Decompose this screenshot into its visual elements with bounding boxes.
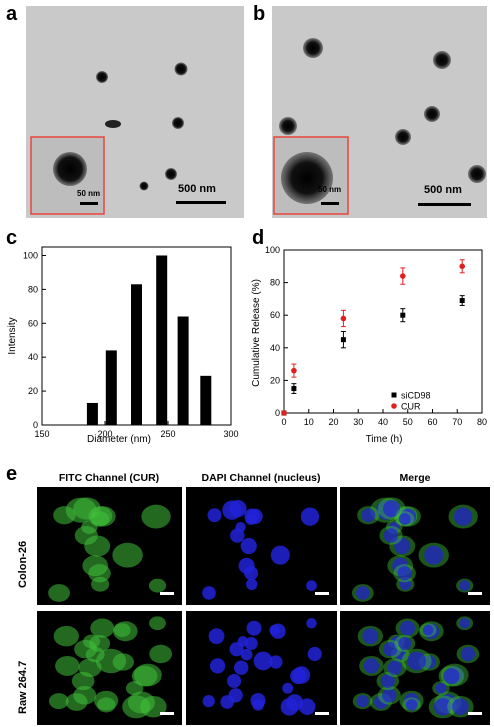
x-tick-label: 300 <box>223 429 238 439</box>
nanoparticle <box>433 51 451 69</box>
bar <box>200 375 212 425</box>
tem-image-b: 50 nm 500 nm <box>272 6 487 218</box>
y-tick-label: 60 <box>28 318 38 328</box>
x-tick-label: 80 <box>477 417 487 427</box>
tem-image-a: 50 nm 500 nm <box>26 6 244 218</box>
scale-bar <box>468 592 482 595</box>
x-tick-label: 200 <box>97 429 112 439</box>
scale-label-a: 500 nm <box>178 183 216 195</box>
y-tick-label: 40 <box>28 352 38 362</box>
point-cur <box>459 263 465 270</box>
scale-bar <box>468 712 482 715</box>
x-tick-label: 20 <box>328 417 338 427</box>
fluorescence-image-fitc-row1 <box>37 487 182 605</box>
scale-bar <box>160 592 174 595</box>
main-scale-bar-a <box>176 201 226 204</box>
inset-nanoparticle <box>281 152 333 204</box>
nanoparticle <box>424 106 440 122</box>
point-cur <box>281 410 287 416</box>
point-sicd98 <box>291 386 297 392</box>
row-label-colon26: Colon-26 <box>17 540 29 588</box>
point-cur <box>291 367 297 374</box>
x-axis-label: Diameter (nm) <box>87 434 151 445</box>
panel-b-letter: b <box>253 3 266 25</box>
point-sicd98 <box>459 298 465 304</box>
scale-bar <box>315 592 329 595</box>
y-axis-label: Cumulative Release (%) <box>251 279 262 387</box>
legend-marker <box>391 392 397 398</box>
y-tick-label: 80 <box>270 278 280 288</box>
point-sicd98 <box>400 312 406 318</box>
nanoparticle <box>139 181 149 191</box>
y-tick-label: 100 <box>265 245 280 255</box>
panel-d-letter: d <box>252 227 265 249</box>
fluorescence-image-merge-row1 <box>340 487 490 605</box>
x-tick-label: 40 <box>378 417 388 427</box>
nanoparticle <box>395 129 411 145</box>
legend-marker <box>391 403 397 409</box>
y-tick-label: 60 <box>270 310 280 320</box>
tem-b-particles <box>273 38 486 215</box>
column-header-fitc: FITC Channel (CUR) <box>58 472 160 484</box>
panel-e-letter: e <box>6 463 18 485</box>
x-tick-label: 10 <box>304 417 314 427</box>
nanoparticle <box>172 117 184 129</box>
bar <box>105 350 117 425</box>
y-tick-label: 20 <box>270 375 280 385</box>
nanoparticle <box>468 165 486 183</box>
row-label-raw2647: Raw 264.7 <box>17 660 29 714</box>
legend-label: CUR <box>401 402 421 412</box>
x-tick-label: 150 <box>34 429 49 439</box>
y-axis-label: Intensity <box>7 317 18 354</box>
y-tick-label: 80 <box>28 284 38 294</box>
x-tick-label: 60 <box>427 417 437 427</box>
nanoparticle <box>96 71 108 83</box>
inset-nanoparticle <box>53 152 87 186</box>
nanoparticle <box>174 62 188 76</box>
fluorescence-image-dapi-row1 <box>186 487 337 605</box>
x-tick-label: 50 <box>403 417 413 427</box>
bar <box>131 284 142 425</box>
release-chart: Cumulative Release (%) Time (h) 0 20 40 60 8… <box>251 245 487 445</box>
bar <box>177 316 189 425</box>
column-header-merge: Merge <box>399 472 431 484</box>
scale-bar <box>315 712 329 715</box>
fluorescence-image-dapi-row2 <box>186 611 337 725</box>
nanoparticle <box>303 38 323 58</box>
tem-a-particles <box>30 62 226 215</box>
nanoparticle <box>165 168 177 180</box>
x-tick-label: 250 <box>160 429 175 439</box>
scale-bar <box>160 712 174 715</box>
main-scale-bar-b <box>418 203 471 206</box>
y-tick-label: 100 <box>23 250 38 260</box>
y-tick-label: 0 <box>33 420 38 430</box>
point-cur <box>400 273 406 279</box>
y-tick-label: 40 <box>270 343 280 353</box>
panel-a-letter: a <box>6 3 18 25</box>
x-tick-label: 70 <box>452 417 462 427</box>
panel-c-letter: c <box>6 227 18 249</box>
column-header-dapi: DAPI Channel (nucleus) <box>201 472 321 484</box>
inset-scale-label-a: 50 nm <box>77 189 101 198</box>
legend-label: siCD98 <box>401 391 431 401</box>
x-tick-label: 30 <box>353 417 363 427</box>
size-distribution-chart: Intensity Diameter (nm) 0 20 40 60 80 100 150 2… <box>7 246 239 445</box>
x-axis-label: Time (h) <box>366 434 403 445</box>
y-tick-label: 20 <box>28 386 38 396</box>
scale-label-b: 500 nm <box>424 184 462 196</box>
point-cur <box>340 315 347 322</box>
bar <box>86 402 98 425</box>
inset-scale-label-b: 50 nm <box>318 185 342 194</box>
fluorescence-image-merge-row2 <box>340 611 490 725</box>
inset-scale-bar-b <box>321 202 339 205</box>
x-tick-label: 0 <box>281 417 286 427</box>
inset-scale-bar-a <box>80 202 98 205</box>
nanoparticle <box>279 117 297 135</box>
point-sicd98 <box>340 337 346 343</box>
nanoparticle <box>105 120 121 128</box>
bar <box>156 255 168 425</box>
y-tick-label: 0 <box>275 408 280 418</box>
fluorescence-image-fitc-row2 <box>37 611 182 725</box>
plot-frame <box>283 249 483 414</box>
